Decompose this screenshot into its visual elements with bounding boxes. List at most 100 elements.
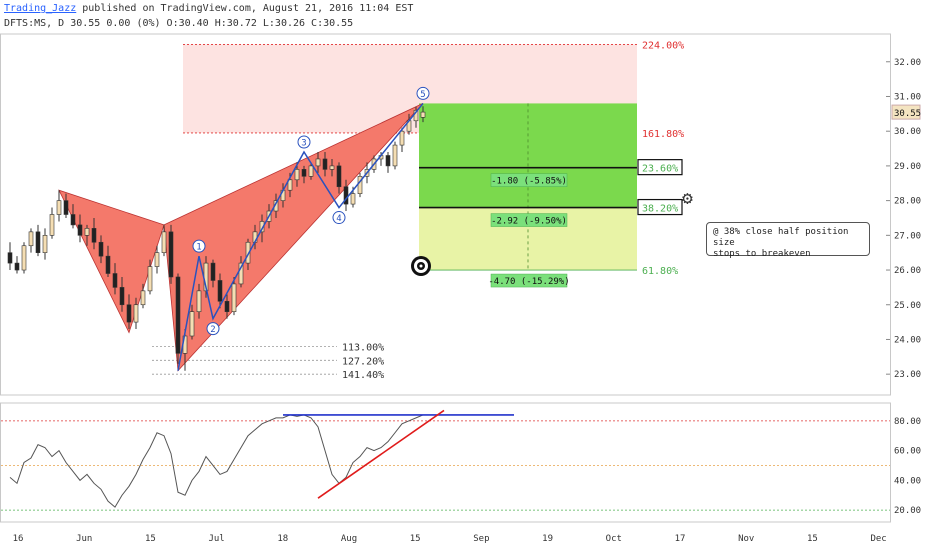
x-tick-label: Jul bbox=[208, 534, 224, 544]
wave-label-circle bbox=[332, 211, 346, 225]
fib-label-bottom: 141.40% bbox=[342, 370, 384, 381]
x-tick-label: Aug bbox=[341, 534, 357, 544]
candle-body bbox=[217, 280, 223, 302]
y-tick-label: 27.00 bbox=[894, 231, 921, 241]
y-tick-label: 32.00 bbox=[894, 58, 921, 68]
candle-body bbox=[399, 130, 405, 146]
x-tick-label: Oct bbox=[606, 534, 622, 544]
candle-body bbox=[35, 231, 41, 253]
fib-label-target: 38.20% bbox=[642, 204, 678, 215]
candle-body bbox=[392, 144, 398, 167]
fib-label-top: 161.80% bbox=[642, 129, 684, 140]
candle-body bbox=[245, 241, 251, 264]
fib-label-box bbox=[637, 198, 683, 216]
fib-label-bottom: 127.20% bbox=[342, 356, 384, 367]
candle-body bbox=[140, 290, 146, 306]
callout-line-2: stops to breakeven bbox=[713, 249, 811, 259]
last-price-badge bbox=[891, 104, 921, 120]
y-tick-label: 25.00 bbox=[894, 301, 921, 311]
x-tick-label: Sep bbox=[473, 534, 489, 544]
candle-body bbox=[77, 224, 83, 236]
y-tick-label: 29.00 bbox=[894, 162, 921, 172]
candle-body bbox=[168, 231, 174, 278]
candle-body bbox=[7, 252, 13, 264]
y-tick-label: 31.00 bbox=[894, 92, 921, 102]
candle-body bbox=[315, 158, 321, 167]
candle-body bbox=[322, 158, 328, 170]
candle-body bbox=[56, 200, 62, 215]
candle-body bbox=[175, 276, 181, 354]
fib-label-bottom: 113.00% bbox=[342, 342, 384, 353]
y-tick-label: 30.00 bbox=[894, 127, 921, 137]
candle-body bbox=[84, 228, 90, 236]
candle-body bbox=[350, 193, 356, 205]
target-zone-green bbox=[419, 103, 637, 208]
wave-label-circle bbox=[297, 135, 311, 149]
symbol-ohlc-line: DFTS:MS, D 30.55 0.00 (0%) O:30.40 H:30.… bbox=[4, 18, 354, 29]
delta-badge-text: -4.70 (-15.29%) bbox=[488, 277, 569, 287]
y-tick-label: 28.00 bbox=[894, 197, 921, 207]
candle-body bbox=[420, 111, 426, 118]
wave-leg-line bbox=[177, 102, 424, 371]
publish-text: published on TradingView.com, August 21,… bbox=[76, 3, 414, 14]
wave-label-text: 2 bbox=[210, 325, 215, 335]
osc-y-tick-label: 80.00 bbox=[894, 417, 921, 427]
delta-badge bbox=[490, 173, 568, 187]
candle-body bbox=[63, 200, 69, 215]
x-tick-label: Dec bbox=[870, 534, 886, 544]
delta-badge-text: -2.92 (-9.50%) bbox=[491, 217, 567, 227]
pattern-triangle-xab bbox=[58, 189, 165, 334]
osc-y-tick-label: 60.00 bbox=[894, 447, 921, 457]
candle-body bbox=[119, 287, 125, 306]
wave-label-text: 3 bbox=[301, 139, 306, 149]
gear-icon[interactable]: ⚙ bbox=[682, 188, 693, 209]
candle-body bbox=[238, 262, 244, 285]
x-tick-label: Nov bbox=[738, 534, 754, 544]
candle-body bbox=[210, 262, 216, 281]
candle-body bbox=[189, 311, 195, 337]
candle-body bbox=[126, 304, 132, 323]
candle-body bbox=[14, 262, 20, 271]
wave-label-text: 5 bbox=[420, 90, 425, 100]
osc-y-tick-label: 20.00 bbox=[894, 506, 921, 516]
x-tick-label: 19 bbox=[542, 534, 553, 544]
callout-line-1: @ 38% close half position size bbox=[713, 227, 849, 248]
candle-body bbox=[196, 290, 202, 312]
candle-body bbox=[154, 252, 160, 267]
candle-body bbox=[70, 214, 76, 226]
x-tick-label: 15 bbox=[410, 534, 421, 544]
fib-label-target: 23.60% bbox=[642, 164, 678, 175]
chart-header-line1: Trading_Jazz published on TradingView.co… bbox=[4, 3, 413, 14]
candle-body bbox=[98, 241, 104, 257]
wave-label-circle bbox=[416, 86, 430, 100]
x-tick-label: 15 bbox=[145, 534, 156, 544]
candle-body bbox=[21, 245, 27, 271]
candle-body bbox=[308, 165, 314, 177]
y-tick-label: 26.00 bbox=[894, 266, 921, 276]
candle-body bbox=[301, 169, 307, 177]
oscillator-panel-frame bbox=[0, 402, 891, 523]
fib-label-target: 61.80% bbox=[642, 266, 678, 277]
oscillator-line bbox=[9, 414, 424, 508]
wave-label-circle bbox=[206, 322, 220, 336]
candle-body bbox=[294, 169, 300, 181]
candle-body bbox=[105, 255, 111, 274]
price-panel-frame bbox=[0, 33, 891, 396]
oscillator-trendline bbox=[317, 409, 445, 499]
candle-body bbox=[112, 273, 118, 288]
delta-badge bbox=[490, 213, 568, 227]
callout-note: @ 38% close half position size stops to … bbox=[706, 222, 870, 259]
author-link[interactable]: Trading_Jazz bbox=[4, 3, 77, 14]
wave-label-circle bbox=[192, 239, 206, 253]
delta-badge-text: -1.80 (-5.85%) bbox=[491, 177, 567, 187]
candle-body bbox=[231, 283, 237, 312]
wave-label-text: 4 bbox=[336, 214, 341, 224]
target-icon bbox=[419, 264, 423, 268]
candle-body bbox=[91, 228, 97, 243]
last-price-label: 30.55 bbox=[894, 109, 921, 119]
pattern-triangle-bcd bbox=[163, 103, 424, 372]
osc-y-tick-label: 40.00 bbox=[894, 476, 921, 486]
wave-label-text: 1 bbox=[196, 243, 201, 253]
candle-body bbox=[49, 214, 55, 236]
